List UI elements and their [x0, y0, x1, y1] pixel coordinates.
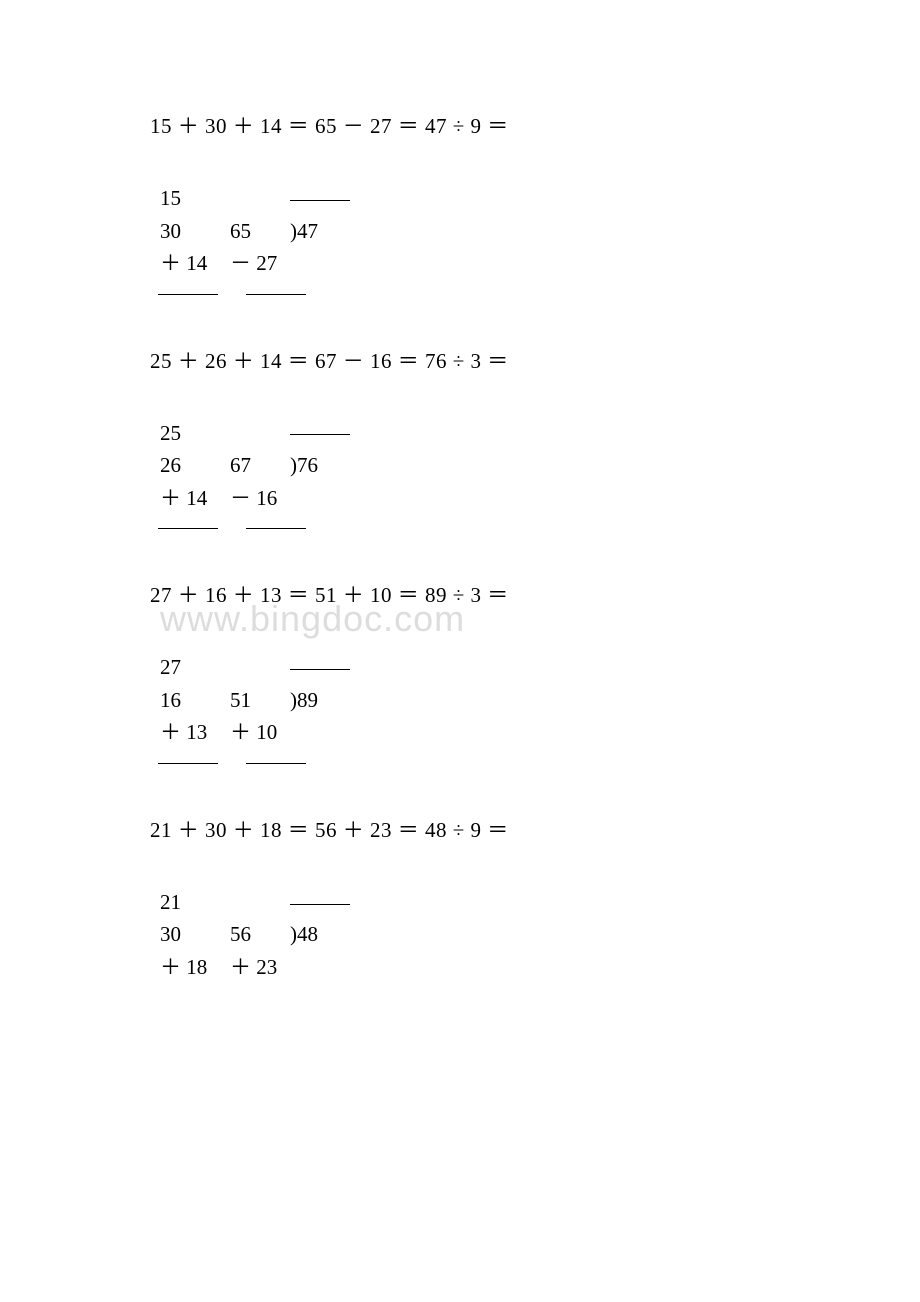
- addition-n2: 26: [150, 449, 230, 482]
- work-area: 21 30 56 )48 ＋ 18 ＋ 23: [150, 886, 920, 984]
- division-dividend: )89: [290, 684, 370, 717]
- work-area: 25 26 67 )76 ＋ 14 － 16: [150, 417, 920, 530]
- addition-n2: 16: [150, 684, 230, 717]
- division-dividend: )47: [290, 215, 370, 248]
- addition-op-n3: ＋ 14: [150, 247, 230, 280]
- problem-block: 15 ＋ 30 ＋ 14 ＝ 65 － 27 ＝ 47 ÷ 9 ＝ 15 30 …: [150, 110, 920, 295]
- division-dividend: )76: [290, 449, 370, 482]
- addition-op-n3: ＋ 13: [150, 716, 230, 749]
- addition-n1: 27: [150, 651, 230, 684]
- second-op-n2: － 27: [230, 247, 290, 280]
- equation-line: 25 ＋ 26 ＋ 14 ＝ 67 － 16 ＝ 76 ÷ 3 ＝: [150, 345, 920, 375]
- second-op-n2: － 16: [230, 482, 290, 515]
- second-n1: 65: [230, 215, 290, 248]
- division-dividend: )48: [290, 918, 370, 951]
- addition-n2: 30: [150, 918, 230, 951]
- addition-n1: 25: [150, 417, 230, 450]
- division-top-line: [290, 651, 370, 684]
- result-lines: [150, 520, 920, 529]
- worksheet-content: 15 ＋ 30 ＋ 14 ＝ 65 － 27 ＝ 47 ÷ 9 ＝ 15 30 …: [150, 110, 920, 984]
- addition-op-n3: ＋ 18: [150, 951, 230, 984]
- second-op-n2: ＋ 23: [230, 951, 290, 984]
- addition-n2: 30: [150, 215, 230, 248]
- equation-line: 27 ＋ 16 ＋ 13 ＝ 51 ＋ 10 ＝ 89 ÷ 3 ＝: [150, 579, 920, 609]
- second-n1: 51: [230, 684, 290, 717]
- work-area: 27 16 51 )89 ＋ 13 ＋ 10: [150, 651, 920, 764]
- addition-op-n3: ＋ 14: [150, 482, 230, 515]
- work-area: 15 30 65 )47 ＋ 14 － 27: [150, 182, 920, 295]
- equation-line: 21 ＋ 30 ＋ 18 ＝ 56 ＋ 23 ＝ 48 ÷ 9 ＝: [150, 814, 920, 844]
- result-lines: [150, 755, 920, 764]
- problem-block: 27 ＋ 16 ＋ 13 ＝ 51 ＋ 10 ＝ 89 ÷ 3 ＝ 27 16 …: [150, 579, 920, 764]
- second-n1: 56: [230, 918, 290, 951]
- division-top-line: [290, 182, 370, 215]
- problem-block: 25 ＋ 26 ＋ 14 ＝ 67 － 16 ＝ 76 ÷ 3 ＝ 25 26 …: [150, 345, 920, 530]
- equation-line: 15 ＋ 30 ＋ 14 ＝ 65 － 27 ＝ 47 ÷ 9 ＝: [150, 110, 920, 140]
- addition-n1: 15: [150, 182, 230, 215]
- division-top-line: [290, 886, 370, 919]
- division-top-line: [290, 417, 370, 450]
- result-lines: [150, 286, 920, 295]
- problem-block: 21 ＋ 30 ＋ 18 ＝ 56 ＋ 23 ＝ 48 ÷ 9 ＝ 21 30 …: [150, 814, 920, 984]
- addition-n1: 21: [150, 886, 230, 919]
- second-n1: 67: [230, 449, 290, 482]
- second-op-n2: ＋ 10: [230, 716, 290, 749]
